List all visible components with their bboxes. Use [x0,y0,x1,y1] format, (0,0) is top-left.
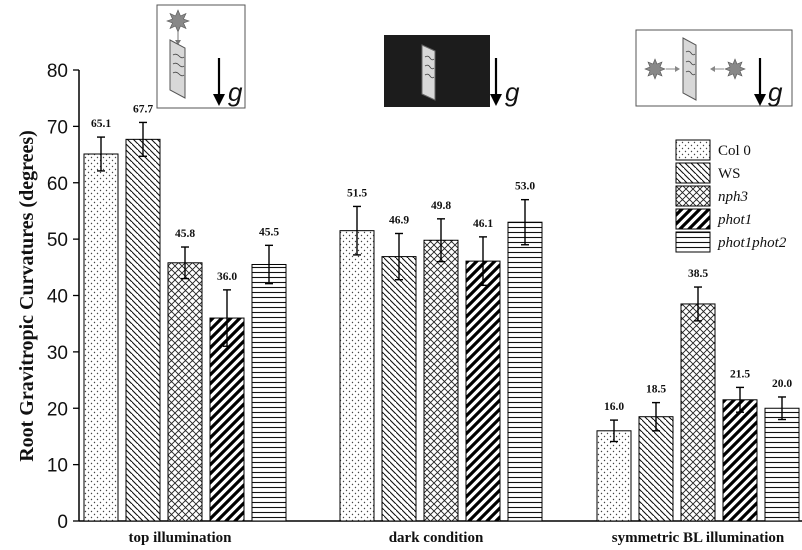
light-sources-both-sides-icon [644,58,746,80]
value-label: 53.0 [515,181,535,193]
legend-swatch [675,162,711,184]
bar-ws [381,256,417,522]
category-label: dark condition [389,530,484,546]
value-label: 16.0 [604,401,624,413]
category-labels: top illumination dark condition symmetric … [129,530,785,546]
light-source-top-icon [166,9,190,45]
gravity-arrow-icon [213,58,225,106]
y-tick-label: 10 [47,456,68,477]
value-label: 20.0 [772,378,792,390]
y-ticks: 0 10 20 30 40 50 60 70 80 [47,61,79,533]
value-label: 67.7 [133,103,153,115]
bar-ws [638,416,674,522]
root-plate-icon [682,37,697,101]
value-label: 38.5 [688,268,708,280]
value-label: 46.1 [473,218,493,230]
inset-dark-condition: g [384,35,520,107]
gravity-arrow-icon [490,58,502,106]
bar-col-0 [83,153,119,522]
legend-swatch [675,139,711,161]
bar-phot1phot2 [507,221,543,522]
y-tick-label: 70 [47,117,68,138]
value-label: 65.1 [91,118,111,130]
inset-symmetric-illumination: g [635,29,793,107]
y-tick-label: 40 [47,287,68,308]
gravity-arrow-icon [754,58,766,106]
inset-top-illumination: g [156,4,246,109]
bar-phot1phot2 [764,407,800,522]
value-label: 21.5 [730,368,750,380]
legend-label: Col 0 [718,143,751,159]
bar-phot1 [722,399,758,522]
value-label: 46.9 [389,214,409,226]
bar-nph3 [423,239,459,522]
y-tick-label: 50 [47,230,68,251]
category-label: symmetric BL illumination [612,530,785,546]
legend-label: phot1phot2 [717,235,787,251]
bar-nph3 [167,262,203,522]
bars-layer: 65.1 67.7 45.8 36.0 45.5 51.5 46.9 49.8 46.1 53.0… [83,103,800,522]
root-plate-icon [421,44,436,101]
bar-phot1phot2 [251,263,287,522]
legend-label: nph3 [718,189,748,205]
y-tick-label: 60 [47,174,68,195]
y-tick-label: 0 [57,512,68,533]
y-axis-title: Root Gravitropic Curvatures (degrees) [16,130,38,462]
bar-nph3 [680,303,716,522]
gravity-label: g [505,77,520,107]
legend-swatch [675,185,711,207]
bar-phot1 [465,260,501,522]
legend-swatch [675,208,711,230]
legend-swatch [675,231,711,253]
root-plate-icon [169,39,186,99]
value-label: 18.5 [646,384,666,396]
value-label: 45.8 [175,228,195,240]
bar-phot1 [209,317,245,522]
legend-label: WS [718,166,741,182]
gravity-label: g [768,77,783,107]
dark-box-icon [384,35,490,107]
legend-label: phot1 [717,212,752,228]
bar-col-0 [596,430,632,522]
y-tick-label: 20 [47,399,68,420]
bar-ws [125,138,161,522]
value-label: 36.0 [217,271,237,283]
gravity-label: g [228,77,243,107]
value-label: 45.5 [259,226,279,238]
value-label: 51.5 [347,187,367,199]
value-label: 49.8 [431,200,451,212]
bar-col-0 [339,230,375,522]
legend: Col 0 WS nph3 phot1 phot1phot2 [675,139,787,253]
category-label: top illumination [129,530,233,546]
y-tick-label: 80 [47,61,68,82]
y-tick-label: 30 [47,343,68,364]
